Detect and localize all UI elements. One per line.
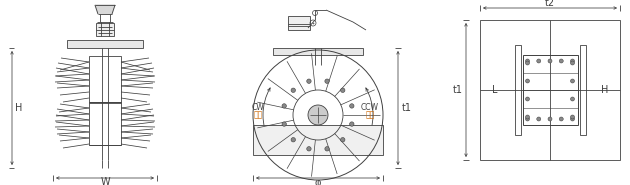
Circle shape [308,105,328,125]
Text: t1: t1 [402,103,412,113]
Bar [273,48,363,55]
Circle shape [282,104,287,108]
Circle shape [341,88,345,92]
Bar [96,23,114,36]
Text: H: H [15,103,23,113]
Text: t1: t1 [453,85,463,95]
Bar [288,16,310,30]
Bar [515,45,520,135]
Text: W: W [100,177,110,185]
Circle shape [525,115,529,119]
Circle shape [291,88,295,92]
Circle shape [571,61,575,65]
Text: φ: φ [315,178,321,185]
Circle shape [571,79,575,83]
Polygon shape [95,5,115,14]
Circle shape [548,117,552,121]
Circle shape [571,117,575,121]
Circle shape [571,97,575,101]
Bar [522,55,578,125]
Text: t2: t2 [545,0,555,8]
Circle shape [548,59,552,63]
Circle shape [525,61,529,65]
Bar [89,102,121,145]
Text: 逆転: 逆転 [365,110,375,120]
Text: CW: CW [251,103,265,112]
Circle shape [525,79,529,83]
Circle shape [291,138,295,142]
Circle shape [525,117,529,121]
Circle shape [350,122,354,126]
Bar [253,125,383,155]
Bar [67,40,143,48]
Bar [480,20,620,160]
Circle shape [571,115,575,119]
Circle shape [525,59,529,63]
Bar [580,45,585,135]
Circle shape [325,79,329,83]
Circle shape [307,147,311,151]
Circle shape [559,117,563,121]
Circle shape [350,104,354,108]
Text: H: H [601,85,609,95]
Circle shape [537,117,541,121]
Circle shape [559,59,563,63]
Circle shape [325,147,329,151]
Text: 正転: 正転 [253,110,263,120]
Circle shape [341,138,345,142]
Circle shape [525,97,529,101]
Bar [89,56,121,102]
Text: CCW: CCW [361,103,379,112]
Text: L: L [492,85,498,95]
Circle shape [537,59,541,63]
Circle shape [571,59,575,63]
Circle shape [307,79,311,83]
Circle shape [282,122,287,126]
